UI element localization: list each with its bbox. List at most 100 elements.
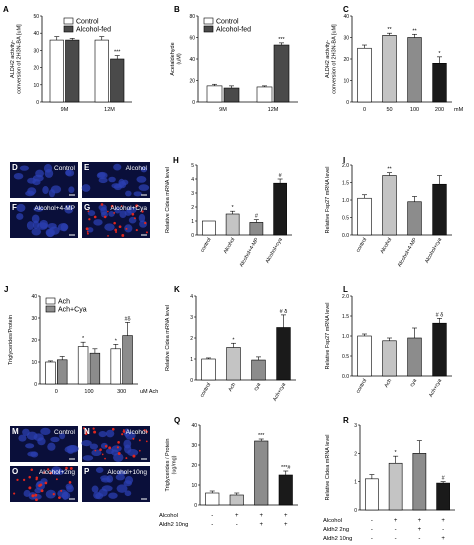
y-tick-label: 20 [189, 79, 195, 85]
lipid-droplet [145, 430, 149, 433]
y-axis-label-line: Relative Cidea mRNA level [325, 434, 331, 500]
significance-mark: * [438, 51, 441, 57]
nucleus [19, 165, 29, 171]
lipid-droplet [108, 446, 112, 450]
legend-label: Control [76, 19, 99, 26]
lipid-droplet [138, 439, 141, 442]
lipid-droplet [111, 427, 115, 431]
lipid-droplet [44, 481, 48, 485]
y-tick-label: 5 [191, 163, 194, 169]
nucleus [124, 209, 132, 216]
lipid-droplet [69, 467, 73, 470]
panel-letter: K [174, 285, 180, 294]
micrograph-label: Control [54, 165, 76, 172]
bar [202, 220, 216, 236]
x-tick-label: Alcohol+cya [424, 237, 443, 264]
x-tick-label: Ach [228, 382, 238, 393]
y-tick-label: 0.5 [342, 354, 349, 360]
nucleus [25, 443, 35, 449]
panel-letter: A [3, 5, 9, 14]
x-tick-label: Ach+cya [272, 382, 287, 402]
nucleus [59, 432, 66, 440]
lipid-droplet [144, 221, 147, 225]
legend-swatch [203, 17, 214, 25]
panel-letter: B [174, 5, 180, 14]
condition-label: Alcohol [323, 518, 342, 524]
chart-panel-B: B 0 20 40 60 80 Acetaldehyde (uM) *** 9M 12M Contro… [170, 5, 298, 113]
y-tick-label: 2.0 [342, 294, 349, 300]
lipid-droplet [85, 227, 89, 231]
lipid-droplet [135, 229, 138, 232]
bar [382, 340, 397, 377]
significance-mark: # δ [436, 312, 444, 318]
bar [110, 348, 121, 385]
condition-label: Aldh2 10ng [323, 536, 352, 542]
bar [229, 494, 244, 506]
nucleus [26, 221, 34, 230]
lipid-droplet [104, 445, 108, 448]
lipid-droplet [116, 446, 119, 449]
nucleus [125, 431, 136, 440]
x-tick-label: 300 [117, 389, 126, 395]
x-tick-label: control [200, 237, 213, 253]
panel-letter-F: F [12, 203, 17, 212]
x-tick-label: control [355, 378, 368, 394]
y-tick-label: 20 [33, 66, 39, 72]
nucleus [108, 211, 115, 217]
x-tick-label: Ach+cya [428, 378, 443, 398]
y-tick-label: 0 [194, 503, 197, 509]
lipid-droplet [145, 440, 148, 443]
legend-label: Alcohol-fed [216, 27, 251, 34]
y-axis-label-line: ALDH2 activity- [10, 40, 16, 78]
nucleus [81, 184, 91, 192]
bar [256, 86, 273, 103]
nucleus [113, 163, 122, 171]
condition-mark: - [418, 536, 420, 542]
lipid-droplet [115, 231, 118, 233]
lipid-droplet [65, 466, 68, 470]
bar [49, 39, 64, 103]
condition-mark: - [371, 527, 373, 533]
significance-mark: * [395, 450, 398, 456]
y-axis-label: ALDH2 activity-conversion of 2H3N-BA [uM… [10, 24, 23, 94]
bar [110, 58, 125, 103]
condition-mark: - [442, 527, 444, 533]
nucleus [16, 203, 26, 212]
y-axis-label: Triglycerides/Protein [8, 315, 14, 365]
bar [57, 359, 68, 385]
bar [45, 361, 56, 385]
y-tick-label: 1 [190, 357, 193, 363]
nucleus [105, 429, 115, 438]
lipid-droplet [92, 427, 95, 430]
lipid-droplet [55, 478, 58, 481]
y-axis-label-line: conversion of 2H3N-BA [uM] [332, 24, 338, 94]
nucleus [138, 184, 150, 191]
bar [407, 337, 422, 377]
significance-mark: # [442, 476, 446, 482]
bar [357, 197, 372, 236]
y-tick-label: 30 [343, 36, 349, 42]
y-tick-label: 0.5 [342, 216, 349, 222]
significance-mark: # [255, 214, 259, 220]
significance-mark: ***# [281, 465, 291, 471]
y-tick-label: 40 [191, 423, 197, 429]
nucleus [113, 183, 123, 191]
y-tick-label: 2 [190, 336, 193, 342]
bar [412, 453, 427, 511]
nucleus [50, 436, 60, 443]
nucleus [33, 206, 44, 212]
nucleus [136, 176, 147, 183]
nucleus [39, 219, 49, 229]
nucleus [34, 487, 42, 494]
bar [357, 335, 372, 377]
bar [254, 440, 269, 506]
x-tick-label: 0 [363, 107, 366, 113]
x-unit-label: mM [454, 107, 464, 113]
y-axis-label: Acetaldehyde (uM) [170, 42, 183, 75]
lipid-droplet [94, 449, 97, 452]
y-tick-label: 3 [191, 191, 194, 197]
lipid-droplet [84, 429, 88, 433]
x-tick-label: cya [409, 378, 418, 388]
y-axis-label: Relative Fsp27 mRNA level [325, 167, 331, 234]
